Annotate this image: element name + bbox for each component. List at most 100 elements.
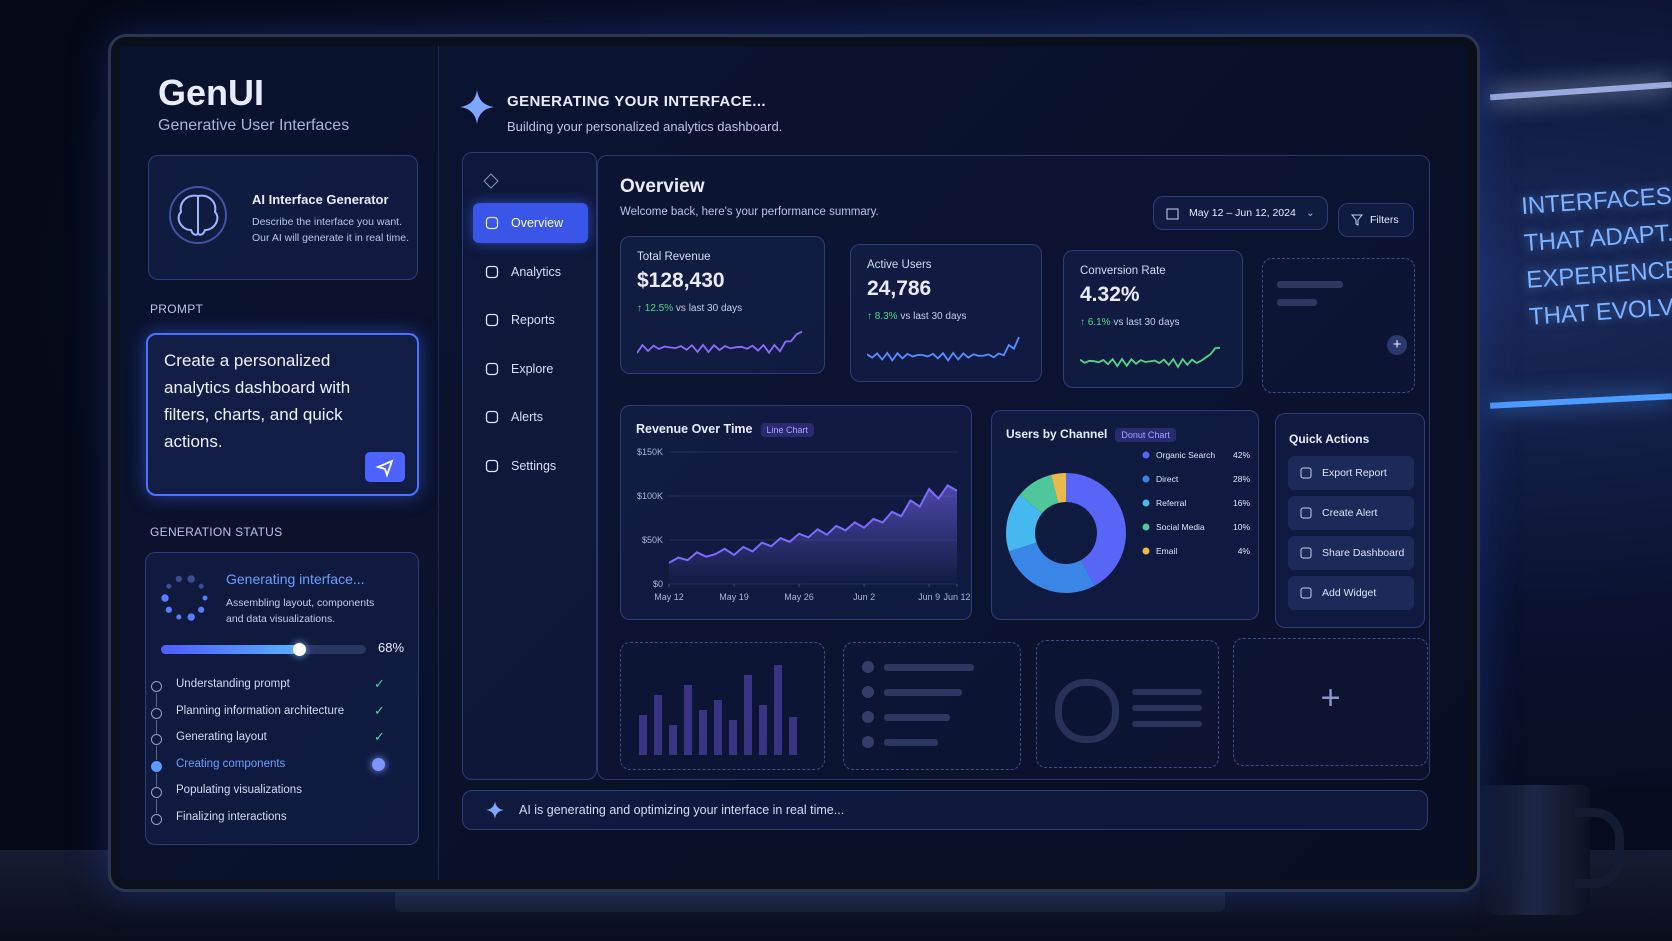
footer-text: AI is generating and optimizing your int… bbox=[519, 803, 845, 817]
x-tick-label: May 19 bbox=[719, 592, 749, 602]
generator-card: AI Interface Generator Describe the inte… bbox=[148, 155, 418, 280]
donut-badge: Donut Chart bbox=[1115, 428, 1176, 442]
nav-item[interactable]: Explore bbox=[473, 349, 588, 389]
step-connector bbox=[156, 799, 157, 813]
skeleton-bar bbox=[729, 720, 737, 755]
kpi-period: vs last 30 days bbox=[675, 303, 743, 314]
calendar-icon bbox=[1166, 208, 1179, 219]
nav-item[interactable]: Overview bbox=[473, 203, 588, 243]
sparkline-path bbox=[1080, 346, 1221, 369]
skeleton-line bbox=[884, 664, 974, 671]
sparkline bbox=[1080, 346, 1221, 369]
quick-action[interactable]: Export Report bbox=[1288, 456, 1414, 490]
nav-label: Overview bbox=[511, 216, 564, 230]
skeleton-bar bbox=[714, 700, 722, 755]
revenue-title-row: Revenue Over Time Line Chart bbox=[636, 422, 815, 437]
sparkle-shape bbox=[460, 90, 494, 124]
overview-subtitle: Welcome back, here's your performance su… bbox=[620, 206, 879, 218]
nav-item[interactable]: Analytics bbox=[473, 252, 588, 292]
progress-knob bbox=[293, 643, 307, 656]
widget-placeholder bbox=[620, 642, 825, 770]
date-picker[interactable]: May 12 – Jun 12, 2024 ⌄ bbox=[1153, 196, 1328, 230]
legend-dot bbox=[1142, 499, 1150, 507]
widget-placeholder bbox=[1036, 640, 1219, 768]
quick-action[interactable]: Share Dashboard bbox=[1288, 536, 1414, 570]
step-label: Generating layout bbox=[176, 731, 267, 743]
x-tick-label: Jun 9 bbox=[918, 592, 940, 602]
wall-light bbox=[1489, 393, 1672, 409]
kpi-label: Conversion Rate bbox=[1080, 265, 1166, 277]
y-tick-label: $50K bbox=[642, 535, 663, 545]
quick-actions-card: Quick Actions Export Report Create Alert S… bbox=[1275, 413, 1425, 628]
legend-value: 4% bbox=[1238, 546, 1251, 556]
legend-value: 10% bbox=[1233, 522, 1250, 532]
legend-label: Direct bbox=[1156, 474, 1179, 484]
icon-shape bbox=[485, 362, 499, 375]
x-tick-label: Jun 2 bbox=[853, 592, 875, 602]
footer-bar: AI is generating and optimizing your int… bbox=[462, 790, 1428, 830]
sparkline-path bbox=[867, 336, 1020, 362]
legend-value: 28% bbox=[1233, 474, 1250, 484]
footer-sparkle bbox=[486, 801, 504, 819]
nav-icon bbox=[485, 362, 499, 375]
quick-action[interactable]: Create Alert bbox=[1288, 496, 1414, 530]
filter-shape bbox=[1351, 214, 1363, 226]
sparkline-path bbox=[637, 330, 803, 355]
kpi-value: 24,786 bbox=[867, 277, 932, 300]
kpi-label: Active Users bbox=[867, 259, 932, 271]
sparkline bbox=[867, 336, 1020, 362]
legend-dot bbox=[1142, 475, 1150, 483]
ceiling-light bbox=[1490, 81, 1672, 101]
donut-segment bbox=[1008, 542, 1095, 594]
skeleton-line bbox=[1132, 705, 1202, 711]
line bbox=[668, 484, 958, 564]
kpi-card: Conversion Rate 4.32% ↑ 6.1% vs last 30 da… bbox=[1063, 250, 1243, 388]
widget-placeholder: + bbox=[1233, 638, 1428, 766]
widget-placeholder bbox=[843, 642, 1021, 770]
send-icon bbox=[375, 459, 394, 478]
action-icon bbox=[1300, 547, 1312, 559]
kpi-placeholder: + bbox=[1262, 258, 1415, 393]
nav-label: Settings bbox=[511, 458, 557, 473]
quick-action[interactable]: Add Widget bbox=[1288, 576, 1414, 610]
send-button[interactable] bbox=[365, 452, 405, 482]
icon-shape bbox=[485, 313, 499, 327]
x-tick-label: May 26 bbox=[784, 592, 814, 602]
spinner-dot bbox=[161, 594, 169, 602]
add-widget-plus[interactable]: + bbox=[1320, 679, 1341, 717]
y-tick-label: $100K bbox=[637, 491, 663, 501]
filters-button[interactable]: Filters bbox=[1338, 203, 1414, 237]
nav-item[interactable]: Settings bbox=[473, 446, 588, 486]
nav-icon bbox=[485, 459, 499, 472]
donut-title: Users by Channel bbox=[1006, 427, 1108, 441]
skeleton-line bbox=[884, 739, 938, 746]
prompt-box[interactable]: Create a personalized analytics dashboar… bbox=[146, 333, 419, 496]
nav-item[interactable]: Alerts bbox=[473, 397, 588, 437]
trend-arrow: ↑ bbox=[1080, 317, 1088, 328]
add-button[interactable]: + bbox=[1387, 335, 1407, 355]
kpi-value: 4.32% bbox=[1080, 283, 1140, 306]
step-dot bbox=[151, 760, 162, 772]
revenue-chart: $0 $50K $100K $150K May 12 May 19 May 26 Jun 2 J… bbox=[637, 447, 971, 602]
progress-label: 68% bbox=[378, 640, 405, 655]
x-tick-label: Jun 12 bbox=[943, 592, 970, 602]
filters-label: Filters bbox=[1370, 214, 1399, 226]
status-description: Assembling layout, components and data v… bbox=[226, 597, 375, 625]
status-card: Generating interface... Assembling layou… bbox=[145, 552, 419, 845]
step-dot bbox=[151, 707, 162, 719]
generator-description: Describe the interface you want. Our AI … bbox=[252, 216, 409, 244]
spinner-dot bbox=[165, 606, 172, 613]
skeleton-bar bbox=[744, 675, 752, 755]
spinner-dot bbox=[198, 606, 205, 613]
kpi-card: Total Revenue $128,430 ↑ 12.5% vs last 30 … bbox=[620, 236, 825, 374]
kpi-period: vs last 30 days bbox=[1113, 317, 1180, 328]
nav-item[interactable]: Reports bbox=[473, 300, 588, 340]
icon-shape bbox=[485, 410, 499, 424]
action-icon bbox=[1300, 507, 1312, 519]
prompt-text: Create a personalized analytics dashboar… bbox=[164, 351, 351, 451]
step-label: Planning information architecture bbox=[176, 704, 345, 717]
action-icon bbox=[1300, 587, 1312, 599]
skeleton bbox=[1277, 299, 1317, 306]
y-tick-label: $150K bbox=[637, 447, 663, 457]
action-label: Export Report bbox=[1322, 467, 1387, 479]
